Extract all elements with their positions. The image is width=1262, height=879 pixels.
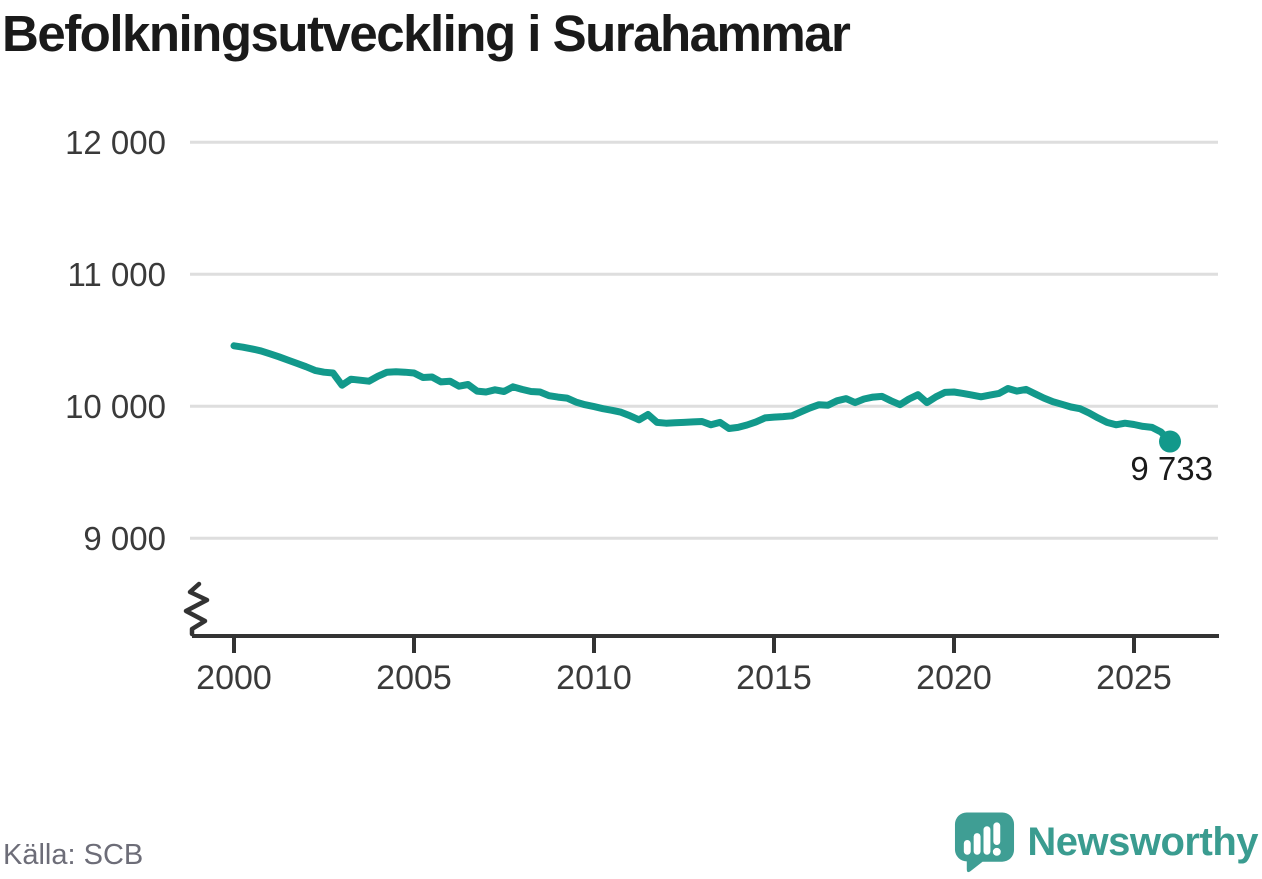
y-axis-tick-label: 9 000	[83, 520, 166, 557]
source-label: Källa: SCB	[3, 839, 144, 871]
x-axis-tick-label: 2020	[916, 659, 992, 697]
end-point-marker	[1159, 430, 1181, 453]
brand-name: Newsworthy	[1027, 819, 1258, 864]
x-axis-tick-label: 2010	[556, 659, 632, 697]
end-value-label: 9 733	[1130, 450, 1213, 487]
y-axis-tick-label: 10 000	[65, 388, 166, 425]
y-axis-break-icon	[183, 581, 210, 637]
x-axis-tick-label: 2005	[376, 659, 452, 697]
x-axis-tick-label: 2025	[1096, 659, 1172, 697]
y-axis-tick-label: 11 000	[68, 256, 166, 293]
population-series-line	[230, 342, 1174, 445]
chart-title: Befolkningsutveckling i Surahammar	[2, 5, 851, 62]
newsworthy-brand: Newsworthy	[953, 811, 1258, 873]
newsworthy-logo-icon	[955, 812, 1015, 873]
x-axis-tick-label: 2015	[736, 659, 812, 697]
y-axis-tick-label: 12 000	[65, 124, 166, 161]
x-axis-tick-label: 2000	[196, 659, 272, 697]
